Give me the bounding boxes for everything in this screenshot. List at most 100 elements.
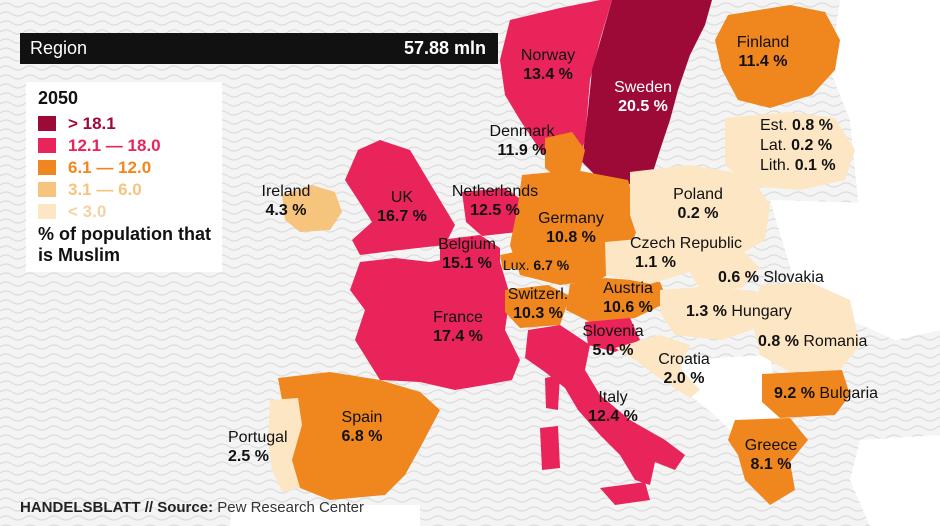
label-bulgaria: 9.2 % Bulgaria [774, 384, 878, 403]
country-name: Bulgaria [819, 385, 879, 402]
country-czech [605, 238, 690, 284]
country-slovenia [585, 318, 640, 352]
label-denmark: Denmark 11.9 % [474, 122, 570, 160]
label-romania: 0.8 % Romania [758, 332, 867, 351]
country-value: 0.2 % [791, 137, 833, 154]
country-value: 6.7 % [533, 257, 570, 273]
island-sardinia [540, 426, 560, 470]
country-name: Norway [520, 47, 576, 64]
label-italy: Italy 12.4 % [576, 388, 650, 426]
legend-caption: % of population that is Muslim [38, 224, 211, 265]
land-turkey [850, 435, 940, 526]
region-total-value: 57.88 mln [403, 38, 486, 58]
country-value: 17.4 % [433, 328, 483, 345]
country-finland [715, 5, 840, 108]
country-name: Lith. [760, 157, 791, 174]
country-france [350, 255, 520, 390]
region-total-bar: Region 57.88 mln [20, 33, 498, 64]
label-poland: Poland 0.2 % [656, 185, 740, 223]
legend-swatch [38, 182, 56, 197]
country-belgium [440, 235, 500, 270]
source-label: Source: [157, 499, 214, 516]
country-denmark [545, 132, 585, 180]
country-value: 0.8 % [758, 333, 799, 350]
legend-label: 3.1 — 6.0 [68, 180, 142, 199]
country-name: Portugal [228, 429, 288, 446]
country-uk [345, 140, 455, 255]
country-netherlands [462, 188, 522, 236]
legend-swatch [38, 138, 56, 153]
legend-swatch [38, 204, 56, 219]
country-name: Spain [341, 409, 383, 426]
label-uk: UK 16.7 % [364, 188, 440, 226]
country-name: Germany [538, 210, 604, 227]
country-hungary [660, 286, 765, 340]
country-value: 2.5 % [228, 448, 269, 465]
country-baltics [725, 112, 855, 190]
country-value: 12.4 % [588, 408, 638, 425]
country-value: 20.5 % [618, 98, 668, 115]
country-value: 11.4 % [738, 53, 788, 70]
legend-label: 12.1 — 18.0 [68, 136, 161, 155]
country-name: Slovakia [763, 269, 824, 286]
country-name: Romania [803, 333, 868, 350]
country-spain [278, 372, 440, 500]
label-norway: Norway 13.4 % [508, 46, 588, 84]
country-portugal [268, 398, 302, 492]
country-greece [728, 418, 808, 505]
country-poland [630, 165, 770, 260]
country-ireland [282, 185, 342, 232]
country-name: Denmark [489, 123, 555, 140]
label-greece: Greece 8.1 % [730, 436, 812, 474]
island-corsica [545, 375, 560, 410]
label-latvia: Lat. 0.2 % [760, 136, 832, 155]
country-name: France [433, 309, 483, 326]
source-footer: HANDELSBLATT // Source: Pew Research Cen… [20, 499, 364, 516]
country-switzerland [505, 285, 570, 328]
country-name: Austria [603, 280, 653, 297]
label-finland: Finland 11.4 % [718, 33, 808, 71]
country-value: 6.8 % [341, 428, 383, 445]
country-name: Croatia [658, 351, 710, 368]
country-name: Switzerl. [507, 286, 569, 303]
country-norway [500, 0, 612, 170]
country-croatia [615, 335, 700, 398]
label-ireland: Ireland 4.3 % [246, 182, 326, 220]
country-value: 12.5 % [470, 202, 520, 219]
country-name: UK [390, 189, 414, 206]
country-name: Slovenia [582, 323, 644, 340]
brand-name: HANDELSBLATT [20, 499, 141, 516]
country-name: Hungary [731, 303, 792, 320]
legend-year: 2050 [38, 88, 79, 108]
country-name: Lux. [503, 257, 530, 273]
country-name: Greece [744, 437, 798, 454]
country-value: 16.7 % [377, 208, 427, 225]
label-austria: Austria 10.6 % [590, 279, 666, 317]
label-lithuania: Lith. 0.1 % [760, 156, 836, 175]
country-value: 1.1 % [635, 254, 676, 271]
country-name: Est. [760, 117, 788, 134]
label-spain: Spain 6.8 % [326, 408, 398, 446]
label-hungary: 1.3 % Hungary [686, 302, 792, 321]
country-luxembourg [500, 252, 518, 270]
label-switzerland: Switzerl. 10.3 % [494, 285, 582, 323]
country-name: Czech Republic [630, 235, 743, 252]
region-label: Region [30, 38, 88, 58]
island-sicily [600, 482, 650, 505]
country-value: 0.1 % [794, 157, 836, 174]
country-value: 13.4 % [523, 66, 573, 83]
country-name: Finland [736, 34, 790, 51]
land-africa [230, 505, 420, 526]
legend-swatch [38, 116, 56, 131]
legend: 2050 > 18.1 12.1 — 18.0 6.1 — 12.0 3.1 —… [26, 82, 222, 272]
country-name: Sweden [614, 79, 672, 96]
country-romania [752, 282, 860, 372]
label-estonia: Est. 0.8 % [760, 116, 833, 135]
footer-separator: // [140, 499, 158, 516]
country-name: Poland [673, 186, 723, 203]
country-value: 11.9 % [497, 142, 547, 159]
country-name: Netherlands [451, 183, 539, 200]
country-value: 10.8 % [546, 229, 596, 246]
